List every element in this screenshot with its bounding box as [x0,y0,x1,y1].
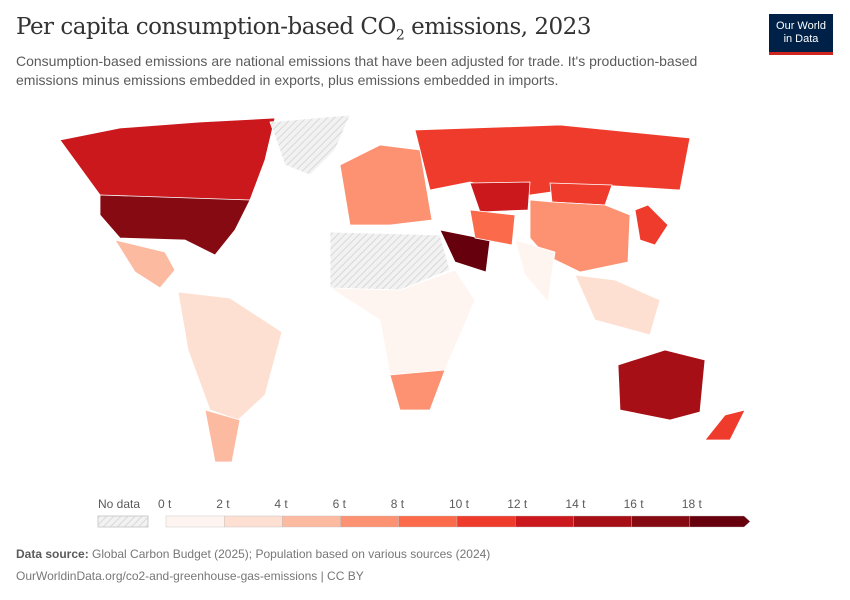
legend-bin[interactable] [398,515,458,528]
source-text: Global Carbon Budget (2025); Population … [88,547,491,561]
region-kazakhstan[interactable] [469,181,531,213]
legend-tick-label: 10 t [449,497,470,511]
title-subscript: 2 [395,27,405,44]
region-north-africa[interactable] [329,231,451,291]
legend-tick-label: 2 t [216,497,230,511]
legend-bin[interactable] [165,515,225,528]
source-url[interactable]: OurWorldinData.org/co2-and-greenhouse-ga… [16,569,364,583]
region-india[interactable] [514,239,556,303]
title-text: Per capita consumption-based CO [16,14,396,40]
region-europe[interactable] [339,144,433,226]
region-iran[interactable] [469,209,516,246]
legend-tick-label: 0 t [158,497,172,511]
region-united-states[interactable] [99,194,251,256]
legend-bin[interactable] [631,515,690,528]
region-saudi-arabia[interactable] [439,229,491,273]
chart-title: Per capita consumption-based CO2 emissio… [16,14,591,44]
owid-logo[interactable]: Our World in Data [769,14,833,55]
region-greenland[interactable] [269,114,351,176]
region-australia[interactable] [617,349,706,421]
region-japan-korea[interactable] [634,204,669,246]
legend-tick-label: 12 t [507,497,528,511]
legend-tick-label: 4 t [274,497,288,511]
title-text-end: emissions, 2023 [404,14,591,40]
region-mexico[interactable] [114,239,176,289]
legend-tick-label: 6 t [332,497,346,511]
region-sub-saharan-africa[interactable] [328,269,476,376]
data-source: Data source: Global Carbon Budget (2025)… [16,547,490,561]
legend-tick-label: 14 t [565,497,586,511]
logo-line: in Data [783,33,819,45]
legend-tick-label: 16 t [623,497,644,511]
logo-line: Our World [776,20,826,32]
legend-no-data-swatch [97,515,149,528]
chart-subtitle: Consumption-based emissions are national… [16,53,698,88]
legend-bin[interactable] [573,515,632,528]
legend-no-data-label: No data [98,497,141,511]
region-argentina-chile[interactable] [204,409,241,463]
legend-tick-label: 18 t [681,497,702,511]
legend-bin[interactable] [223,515,283,528]
world-map [59,114,746,463]
legend-bin[interactable] [456,515,516,528]
legend-bin[interactable] [515,515,574,528]
legend-bin[interactable] [689,515,751,528]
legend-bin[interactable] [340,515,400,528]
legend-bin[interactable] [282,515,341,528]
legend-tick-label: 8 t [390,497,405,511]
region-southeast-asia[interactable] [574,274,661,336]
region-south-africa[interactable] [389,369,446,411]
region-south-america[interactable] [177,291,283,421]
source-label: Data source: [16,547,89,561]
region-new-zealand[interactable] [704,409,746,441]
